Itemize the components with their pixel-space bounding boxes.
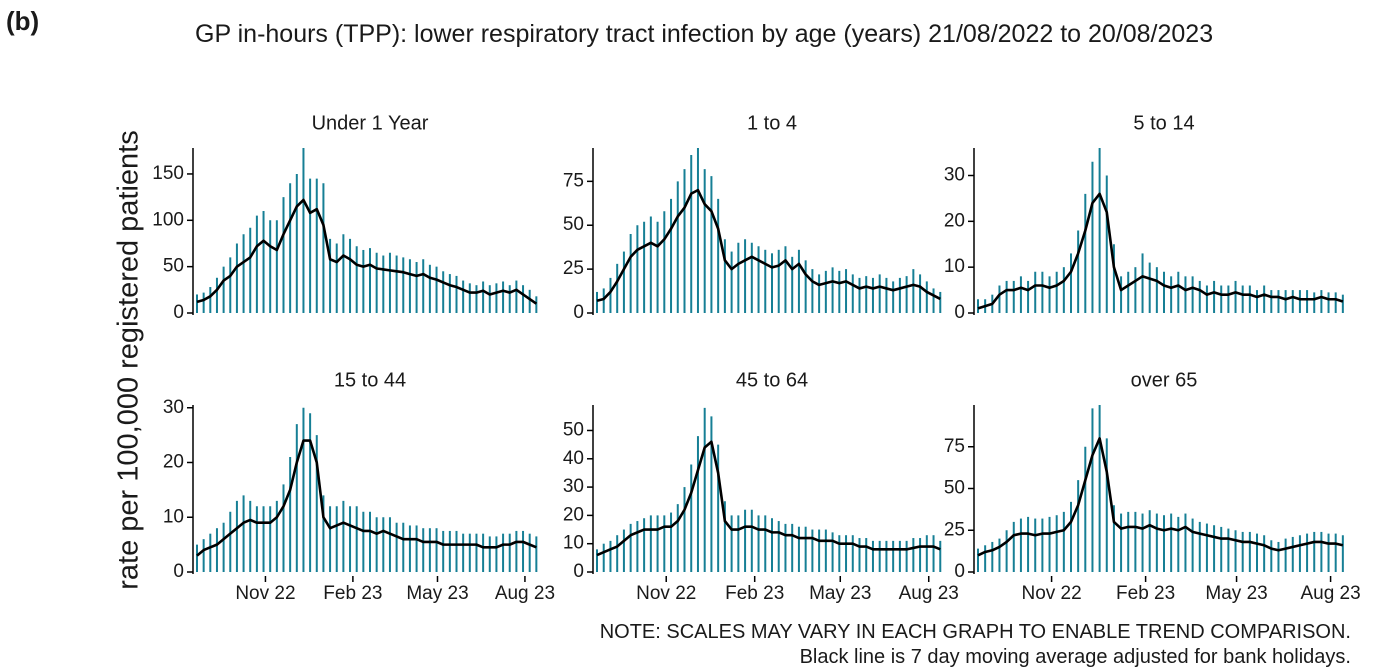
x-tick-label: Feb 23 xyxy=(323,583,382,604)
chart-title: GP in-hours (TPP): lower respiratory tra… xyxy=(195,20,1214,48)
y-tick-label: 0 xyxy=(173,561,184,582)
x-tick-label: Nov 22 xyxy=(1021,583,1081,604)
y-tick-label: 100 xyxy=(152,209,184,230)
y-tick-label: 150 xyxy=(152,163,184,184)
y-tick-label: 30 xyxy=(163,397,184,418)
y-tick-label: 40 xyxy=(563,448,584,469)
y-tick-label: 10 xyxy=(944,256,965,277)
y-tick-label: 0 xyxy=(954,302,965,323)
panel-title: Under 1 Year xyxy=(312,112,429,134)
x-tick-label: Aug 23 xyxy=(1300,583,1360,604)
moving-average-line xyxy=(977,192,1344,310)
y-tick-label: 20 xyxy=(563,504,584,525)
x-tick-label: May 23 xyxy=(809,583,871,604)
x-tick-label: May 23 xyxy=(1205,583,1267,604)
x-tick-label: Feb 23 xyxy=(725,583,784,604)
y-tick-label: 20 xyxy=(944,210,965,231)
panel-title: 45 to 64 xyxy=(736,369,808,391)
panel-title: 5 to 14 xyxy=(1133,112,1194,134)
y-tick-label: 30 xyxy=(563,476,584,497)
y-axis-label: rate per 100,000 registered patients xyxy=(113,130,145,589)
y-tick-label: 50 xyxy=(563,214,584,235)
panel-title: 1 to 4 xyxy=(747,112,797,134)
note: NOTE: SCALES MAY VARY IN EACH GRAPH TO E… xyxy=(599,621,1351,643)
x-tick-label: May 23 xyxy=(406,583,468,604)
panel-title: over 65 xyxy=(1131,369,1198,391)
y-tick-label: 30 xyxy=(944,165,965,186)
y-tick-label: 25 xyxy=(563,258,584,279)
y-tick-label: 75 xyxy=(944,436,965,457)
moving-average-line xyxy=(196,198,538,305)
y-tick-label: 50 xyxy=(944,478,965,499)
panel-label: (b) xyxy=(6,6,40,36)
y-tick-label: 75 xyxy=(563,170,584,191)
x-tick-label: Feb 23 xyxy=(1116,583,1175,604)
moving-average-line xyxy=(196,439,537,557)
x-tick-label: Nov 22 xyxy=(636,583,696,604)
y-tick-label: 50 xyxy=(563,419,584,440)
y-tick-label: 50 xyxy=(163,256,184,277)
x-tick-label: Nov 22 xyxy=(235,583,295,604)
y-tick-label: 0 xyxy=(573,302,584,323)
y-tick-label: 20 xyxy=(163,452,184,473)
y-tick-label: 10 xyxy=(163,506,184,527)
y-tick-label: 0 xyxy=(954,561,965,582)
panel-title: 15 to 44 xyxy=(334,369,406,391)
note: Black line is 7 day moving average adjus… xyxy=(799,646,1351,668)
y-tick-label: 0 xyxy=(573,561,584,582)
x-tick-label: Aug 23 xyxy=(899,583,959,604)
moving-average-line xyxy=(596,188,941,302)
moving-average-line xyxy=(596,440,941,557)
moving-average-line xyxy=(977,437,1344,557)
x-tick-label: Aug 23 xyxy=(495,583,555,604)
y-tick-label: 0 xyxy=(173,302,184,323)
y-tick-label: 25 xyxy=(944,519,965,540)
y-tick-label: 10 xyxy=(563,533,584,554)
